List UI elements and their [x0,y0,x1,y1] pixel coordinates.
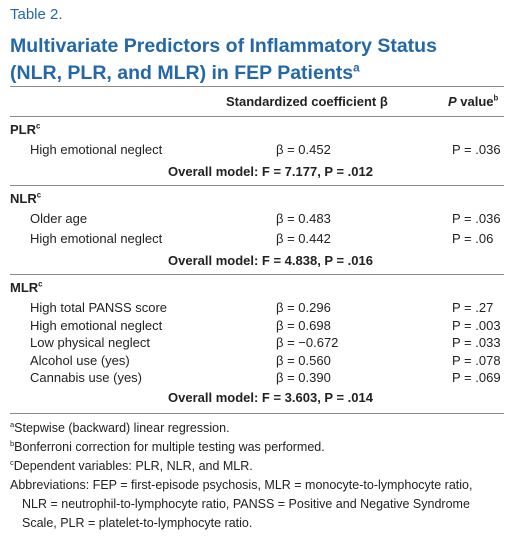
p-value: P = .069 [452,370,501,385]
title-text: Multivariate Predictors of Inflammatory … [10,35,437,84]
row-label: High emotional neglect [30,317,163,333]
beta: β = −0.672 [276,335,339,350]
footnote-sup: c [10,457,14,467]
footnote: cDependent variables: PLR, NLR, and MLR. [10,457,500,476]
footnote: aStepwise (backward) linear regression. [10,419,500,438]
section-text: PLR [10,122,36,137]
beta: β = 0.296 [276,300,331,315]
overall-model: Overall model: F = 3.603, P = .014 [168,389,373,405]
beta: β = 0.698 [276,317,331,333]
beta: β = 0.560 [276,352,331,368]
row-label: Low physical neglect [30,335,150,350]
footnote: bBonferroni correction for multiple test… [10,438,500,457]
column-header: P valueb [448,94,498,109]
section-text: MLR [10,280,39,295]
table-label: Table 2. [10,6,63,23]
p-value: P = .27 [452,300,494,315]
footnote-sup: b [10,438,15,448]
section-sup: c [36,121,41,131]
beta: β = 0.442 [276,231,331,246]
footnotes: aStepwise (backward) linear regression. b… [10,419,500,533]
section-name: MLRc [10,280,43,295]
footnote-text: Bonferroni correction for multiple testi… [14,439,325,454]
column-header: Standardized coefficient β [226,94,388,109]
section-text: NLR [10,191,37,206]
footnote-sup: a [10,419,15,429]
rule [10,116,504,117]
rule [10,274,504,275]
section-name: PLRc [10,122,40,137]
row-label: Older age [30,211,88,226]
rule [10,86,504,87]
row-label: High emotional neglect [30,142,163,157]
p-value: P = .003 [452,317,501,333]
title-sup: a [353,61,360,75]
col-text: value [460,94,494,109]
p-value: P = .036 [452,211,501,226]
footnote: Abbreviations: FEP = first-episode psych… [10,476,500,533]
overall-model: Overall model: F = 4.838, P = .016 [168,253,373,268]
footnote-text: Abbreviations: FEP = first-episode psych… [10,477,473,530]
rule [10,412,504,414]
footnote-text: Dependent variables: PLR, NLR, and MLR. [13,458,253,473]
row-label: Cannabis use (yes) [30,370,142,385]
row-label: High total PANSS score [30,300,168,315]
row-label: Alcohol use (yes) [30,352,130,368]
p-value: P = .033 [452,335,501,350]
section-name: NLRc [10,191,41,206]
section-sup: c [36,190,42,200]
beta: β = 0.390 [276,370,331,385]
beta: β = 0.452 [276,142,331,157]
col-lead: P [448,94,457,109]
beta: β = 0.483 [276,211,331,226]
p-value: P = .036 [452,142,501,157]
p-value: P = .06 [452,231,494,246]
section-sup: c [38,279,43,289]
footnote-text: Stepwise (backward) linear regression. [14,420,230,435]
col-sup: b [493,93,499,103]
table-title: Multivariate Predictors of Inflammatory … [10,33,490,87]
overall-model: Overall model: F = 7.177, P = .012 [168,164,373,179]
rule [10,185,504,186]
p-value: P = .078 [452,352,501,368]
row-label: High emotional neglect [30,231,163,246]
